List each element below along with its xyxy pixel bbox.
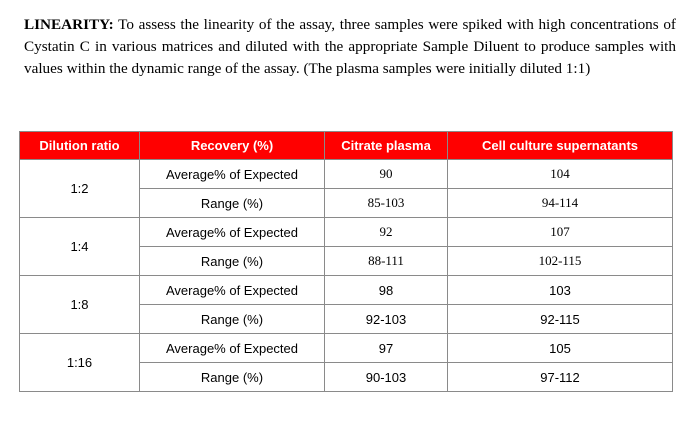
table-header-row: Dilution ratio Recovery (%) Citrate plas… (19, 131, 673, 160)
citrate-plasma-cell: 90 (324, 159, 448, 189)
citrate-plasma-cell: 85-103 (324, 188, 448, 218)
citrate-plasma-cell: 92-103 (324, 304, 448, 334)
table-row: 1:2 Average% of Expected 90 104 (19, 159, 673, 218)
table-row: Range (%) 85-103 94-114 (20, 188, 673, 218)
header-dilution-ratio: Dilution ratio (19, 131, 140, 160)
table-row: Range (%) 92-103 92-115 (20, 304, 673, 334)
recovery-label-cell: Range (%) (139, 188, 325, 218)
citrate-plasma-cell: 90-103 (324, 362, 448, 392)
supernatants-cell: 94-114 (447, 188, 673, 218)
linearity-table: Dilution ratio Recovery (%) Citrate plas… (19, 131, 673, 392)
citrate-plasma-cell: 98 (324, 275, 448, 305)
dilution-ratio-cell: 1:16 (19, 333, 140, 392)
dilution-ratio-cell: 1:4 (19, 217, 140, 276)
header-recovery: Recovery (%) (139, 131, 325, 160)
linearity-paragraph: LINEARITY: To assess the linearity of th… (24, 14, 676, 80)
supernatants-cell: 107 (447, 217, 673, 247)
recovery-label-cell: Range (%) (139, 304, 325, 334)
recovery-label-cell: Average% of Expected (139, 217, 325, 247)
supernatants-cell: 102-115 (447, 246, 673, 276)
recovery-label-cell: Average% of Expected (139, 333, 325, 363)
recovery-label-cell: Average% of Expected (139, 275, 325, 305)
dilution-ratio-cell: 1:2 (19, 159, 140, 218)
linearity-text: To assess the linearity of the assay, th… (24, 16, 676, 77)
recovery-label-cell: Range (%) (139, 362, 325, 392)
citrate-plasma-cell: 97 (324, 333, 448, 363)
supernatants-cell: 97-112 (447, 362, 673, 392)
table-row: 1:16 Average% of Expected 97 105 (19, 333, 673, 392)
supernatants-cell: 104 (447, 159, 673, 189)
table-row: Range (%) 88-111 102-115 (20, 246, 673, 276)
table-row: 1:8 Average% of Expected 98 103 (19, 275, 673, 334)
supernatants-cell: 103 (447, 275, 673, 305)
recovery-label-cell: Range (%) (139, 246, 325, 276)
supernatants-cell: 92-115 (447, 304, 673, 334)
citrate-plasma-cell: 92 (324, 217, 448, 247)
header-cell-culture-supernatants: Cell culture supernatants (447, 131, 673, 160)
header-citrate-plasma: Citrate plasma (324, 131, 448, 160)
citrate-plasma-cell: 88-111 (324, 246, 448, 276)
supernatants-cell: 105 (447, 333, 673, 363)
table-row: Range (%) 90-103 97-112 (20, 362, 673, 392)
table-row: 1:4 Average% of Expected 92 107 (19, 217, 673, 276)
recovery-label-cell: Average% of Expected (139, 159, 325, 189)
dilution-ratio-cell: 1:8 (19, 275, 140, 334)
linearity-heading: LINEARITY: (24, 16, 114, 33)
